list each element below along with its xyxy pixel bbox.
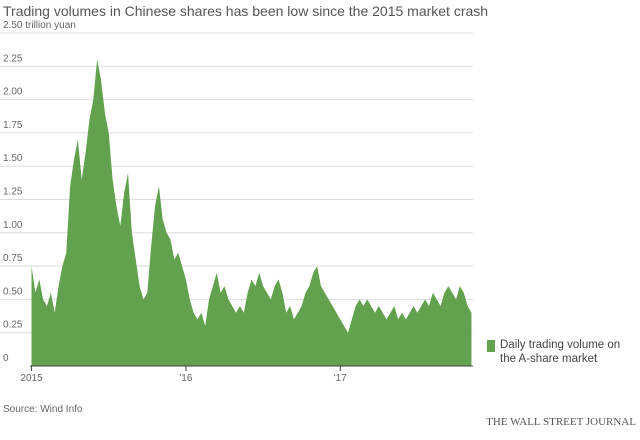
legend-swatch [487, 340, 495, 352]
y-tick-label: 2.25 [3, 53, 23, 64]
publisher: THE WALL STREET JOURNAL [486, 416, 636, 428]
y-tick-label: 1.25 [3, 187, 23, 198]
y-tick-label: 0.25 [3, 320, 23, 331]
y-tick-label: 0 [3, 353, 9, 364]
y-tick-label: 2.50 trillion yuan [3, 20, 76, 31]
x-tick-label: '17 [334, 373, 347, 384]
legend-label: Daily trading volume on the A-share mark… [500, 339, 621, 365]
y-tick-label: 1.50 [3, 153, 23, 164]
x-tick-label: '16 [179, 373, 192, 384]
chart-title: Trading volumes in Chinese shares has be… [3, 3, 488, 19]
y-tick-label: 0.75 [3, 253, 23, 264]
source: Source: Wind Info [3, 404, 83, 415]
y-tick-label: 2.00 [3, 87, 23, 98]
x-tick-label: 2015 [20, 373, 43, 384]
y-tick-label: 1.00 [3, 220, 23, 231]
y-tick-label: 0.50 [3, 286, 23, 297]
legend: Daily trading volume on the A-share mark… [487, 338, 637, 366]
area [31, 59, 472, 366]
y-tick-label: 1.75 [3, 120, 23, 131]
